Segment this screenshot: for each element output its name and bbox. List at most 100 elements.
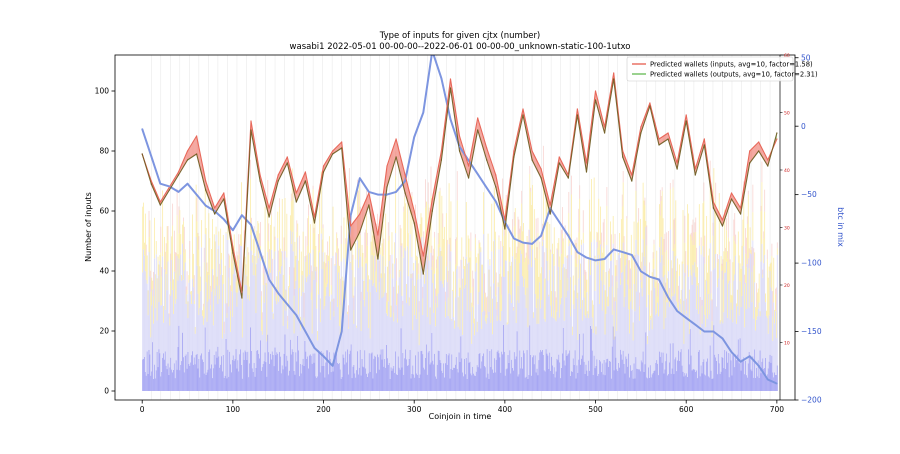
- bar-segment-light: [334, 316, 335, 352]
- bar-segment-yellow: [454, 321, 455, 329]
- bar-segment-yellow: [247, 247, 248, 299]
- bar-segment-yellow: [286, 214, 287, 258]
- bar-segment-yellow: [581, 240, 582, 245]
- bar-segment-yellow: [475, 238, 476, 272]
- bar-segment-yellow: [309, 253, 310, 275]
- bar-segment-yellow: [533, 312, 534, 318]
- bar-segment-yellow: [236, 281, 237, 292]
- point-btc: [250, 224, 251, 225]
- bar-segment-dark: [488, 374, 489, 391]
- bar-segment-pink: [400, 225, 401, 247]
- bar-segment-light: [386, 313, 387, 345]
- bar-segment-yellow: [280, 249, 281, 274]
- bar-segment-pink: [756, 283, 757, 308]
- bar-segment-light: [767, 318, 768, 374]
- bar-segment-light: [208, 275, 209, 352]
- bar-segment-yellow: [495, 232, 496, 297]
- fill-segment: [357, 216, 358, 237]
- bar-segment-light: [522, 276, 523, 368]
- bar-segment-dark: [528, 375, 529, 391]
- bar-segment-light: [312, 334, 313, 364]
- bar-segment-light: [256, 263, 257, 350]
- bar-segment-dark: [704, 374, 705, 391]
- point-outputs: [223, 198, 224, 199]
- bar-segment-light: [284, 303, 285, 354]
- bar-segment-yellow: [460, 288, 461, 330]
- bar-segment-light: [650, 320, 651, 365]
- bar-segment-light: [677, 307, 678, 360]
- bar-segment-light: [248, 295, 249, 377]
- bar-segment-dark: [725, 369, 726, 391]
- bar-segment-yellow: [315, 246, 316, 271]
- bar-segment-dark: [464, 359, 465, 391]
- point-outputs: [250, 129, 251, 130]
- bar-segment-yellow: [738, 232, 739, 263]
- point-inputs: [414, 210, 415, 211]
- bar-segment-yellow: [594, 178, 595, 240]
- bar-segment-light: [606, 245, 607, 359]
- bar-segment-yellow: [467, 264, 468, 311]
- bar-segment-dark: [583, 334, 584, 391]
- bar-segment-yellow: [246, 276, 247, 285]
- bar-segment-light: [280, 274, 281, 357]
- bar-segment-yellow: [746, 267, 747, 309]
- bar-segment-dark: [399, 368, 400, 391]
- bar-segment-pink: [323, 224, 324, 228]
- bar-segment-dark: [511, 360, 512, 391]
- bar-segment-yellow: [145, 214, 146, 272]
- bar-segment-pink: [603, 222, 604, 248]
- point-outputs: [722, 225, 723, 226]
- bar-segment-light: [680, 304, 681, 352]
- bar-segment-pink: [556, 297, 557, 300]
- bar-segment-light: [420, 279, 421, 375]
- bar-segment-light: [244, 265, 245, 360]
- bar-segment-dark: [468, 352, 469, 391]
- bar-segment-light: [365, 263, 366, 368]
- bar-segment-dark: [332, 363, 333, 391]
- bar-segment-yellow: [628, 260, 629, 309]
- bar-segment-light: [427, 317, 428, 375]
- bar-segment-dark: [246, 360, 247, 391]
- bar-segment-dark: [327, 350, 328, 391]
- bar-segment-light: [739, 315, 740, 363]
- bar-segment-light: [175, 304, 176, 378]
- bar-segment-light: [205, 234, 206, 327]
- bar-segment-yellow: [147, 255, 148, 283]
- bar-segment-dark: [288, 376, 289, 391]
- bar-segment-dark: [437, 365, 438, 391]
- bar-segment-light: [538, 299, 539, 375]
- bar-segment-light: [368, 328, 369, 373]
- bar-segment-light: [461, 260, 462, 358]
- bar-segment-light: [484, 311, 485, 366]
- point-btc: [187, 183, 188, 184]
- fill-segment: [193, 141, 194, 157]
- bar-segment-dark: [568, 353, 569, 391]
- bar-segment-pink: [748, 191, 749, 195]
- bar-segment-pink: [390, 255, 391, 274]
- bar-segment-dark: [576, 365, 577, 391]
- bar-segment-light: [761, 244, 762, 362]
- bar-segment-yellow: [524, 262, 525, 278]
- bar-segment-light: [470, 312, 471, 362]
- bar-segment-yellow: [684, 243, 685, 273]
- bar-segment-yellow: [769, 267, 770, 316]
- bar-segment-light: [256, 313, 257, 368]
- bar-segment-dark: [508, 355, 509, 391]
- point-outputs: [758, 150, 759, 151]
- point-outputs: [287, 162, 288, 163]
- bar-segment-pink: [583, 210, 584, 232]
- bar-segment-light: [547, 261, 548, 354]
- bar-segment-light: [747, 264, 748, 378]
- bar-segment-light: [442, 284, 443, 373]
- bar-segment-dark: [589, 371, 590, 391]
- bar-segment-dark: [654, 371, 655, 391]
- bar-segment-pink: [524, 244, 525, 262]
- bar-segment-light: [228, 307, 229, 377]
- bar-segment-dark: [431, 362, 432, 391]
- bar-segment-yellow: [317, 331, 318, 340]
- bar-segment-light: [454, 329, 455, 368]
- bar-segment-dark: [260, 340, 261, 391]
- point-outputs: [142, 153, 143, 154]
- bar-segment-dark: [285, 366, 286, 391]
